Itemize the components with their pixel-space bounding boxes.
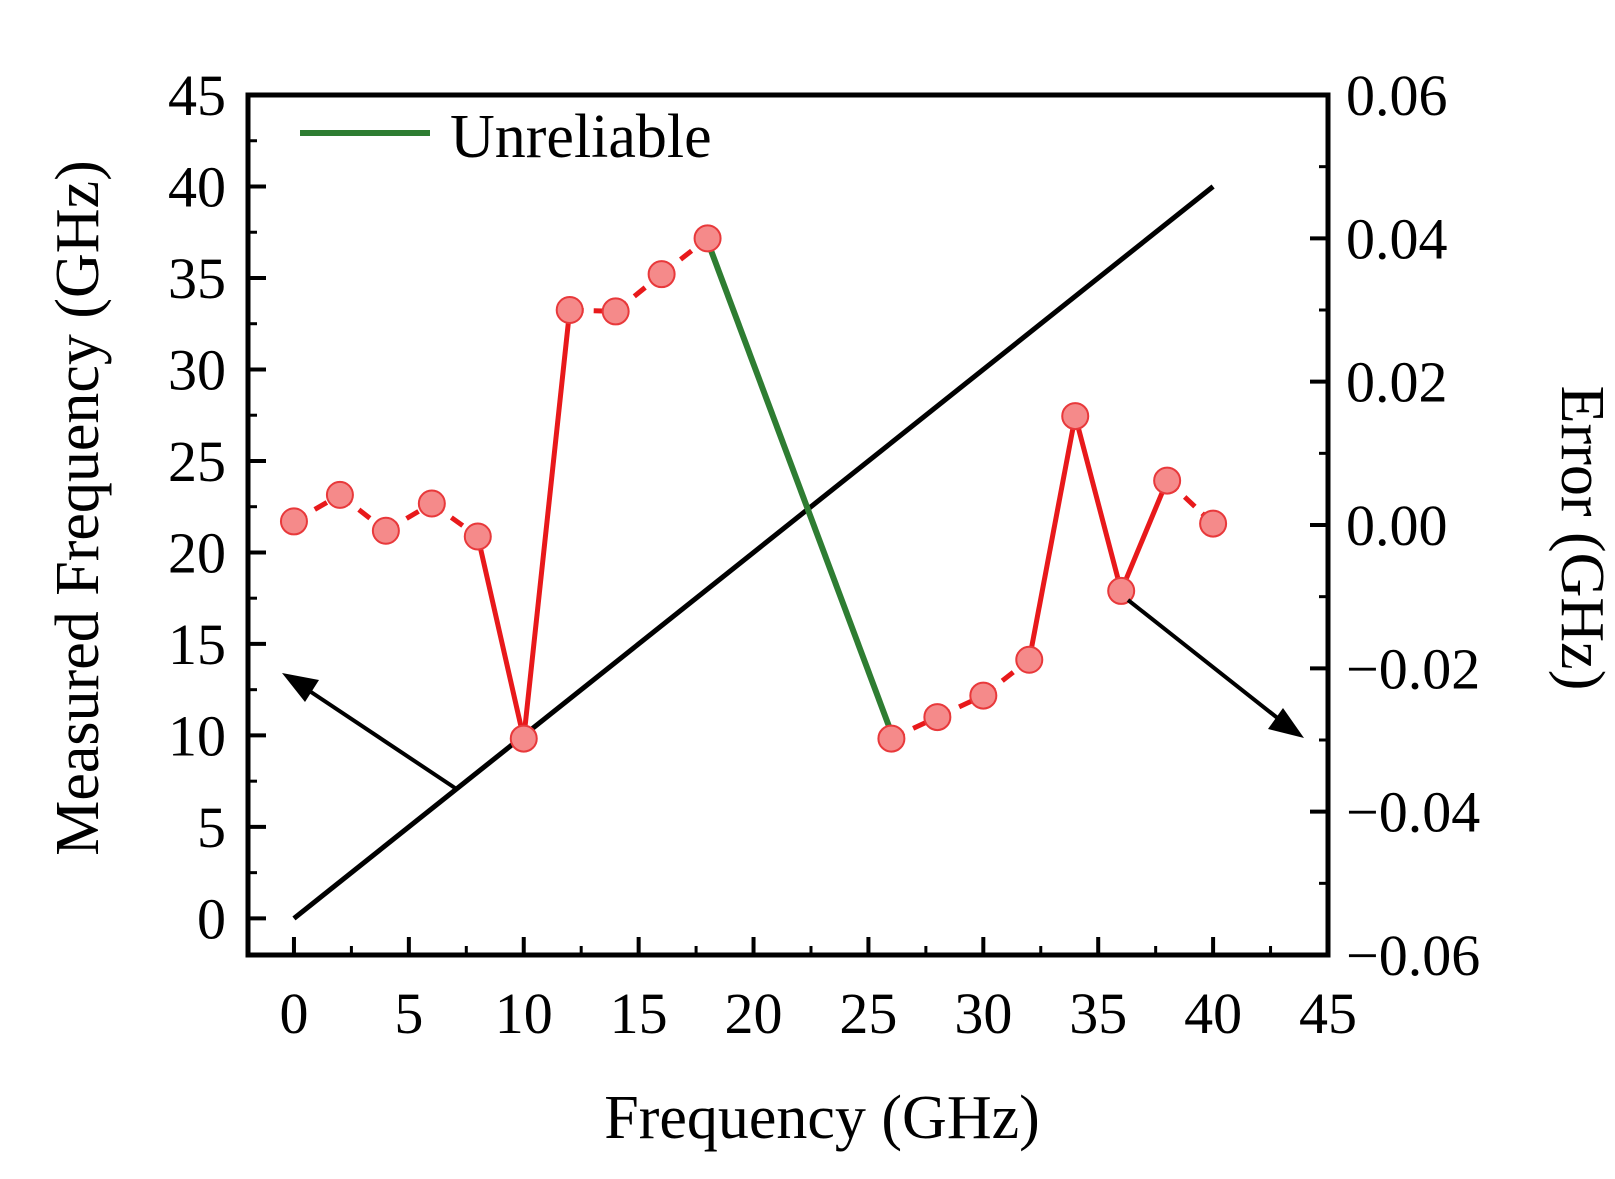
x-tick-label: 40 — [1184, 981, 1242, 1046]
error-point — [969, 681, 998, 710]
x-axis-title: Frequency (GHz) — [604, 1084, 1040, 1152]
error-point — [1199, 509, 1228, 538]
y-right-tick-label: 0.06 — [1346, 63, 1448, 128]
x-tick-label: 30 — [954, 981, 1012, 1046]
y-right-tick-label: 0.02 — [1346, 350, 1448, 415]
y-left-tick-label: 5 — [197, 795, 226, 860]
error-point — [279, 507, 308, 536]
legend: Unreliable — [300, 103, 712, 171]
tick-labels: 0 5 10 15 20 25 30 35 40 45051015202530354045−0.0… — [168, 63, 1480, 1046]
y-left-tick-label: 15 — [168, 612, 226, 677]
y-left-tick-label: 45 — [168, 63, 226, 128]
plot-frame — [245, 92, 1331, 958]
y-left-tick-label: 35 — [168, 246, 226, 311]
error-point — [371, 516, 400, 545]
y-right-tick-label: −0.04 — [1346, 780, 1480, 845]
x-tick-label: 25 — [839, 981, 897, 1046]
right-y-axis-title: Error (GHz) — [1548, 386, 1615, 691]
x-tick-label: 5 — [394, 981, 423, 1046]
error-segment — [475, 535, 527, 740]
arrow-head-right — [1268, 708, 1304, 738]
y-left-tick-label: 10 — [168, 703, 226, 768]
x-tick-label: 45 — [1299, 981, 1357, 1046]
error-point — [601, 297, 630, 326]
marker-group — [279, 224, 1228, 753]
error-point — [1153, 466, 1182, 495]
y-left-tick-label: 0 — [197, 886, 226, 951]
error-segment — [521, 309, 573, 739]
error-point — [1061, 402, 1090, 431]
error-point — [325, 480, 354, 509]
x-tick-label: 20 — [725, 981, 783, 1046]
left-y-axis-title: Measured Frequency (GHz) — [44, 160, 112, 856]
error-point — [923, 703, 952, 732]
arrow-to-right-axis — [1126, 598, 1282, 722]
error-point — [555, 296, 584, 324]
arrow-head-left — [282, 673, 319, 702]
y-left-tick-label: 30 — [168, 337, 226, 402]
x-tick-label: 35 — [1069, 981, 1127, 1046]
y-right-tick-label: 0.04 — [1346, 206, 1448, 271]
y-left-tick-label: 25 — [168, 429, 226, 494]
y-left-tick-label: 20 — [168, 520, 226, 585]
x-tick-label: 10 — [495, 981, 553, 1046]
error-point — [463, 522, 492, 551]
error-point — [877, 724, 906, 753]
axis-arrows — [282, 598, 1304, 790]
error-segment — [1072, 415, 1124, 592]
error-point — [417, 489, 446, 518]
arrow-to-left-axis — [303, 686, 457, 790]
measured-frequency-line — [292, 184, 1215, 921]
y-right-tick-label: −0.02 — [1346, 636, 1480, 701]
error-segment — [1026, 415, 1078, 661]
error-point — [1107, 576, 1136, 605]
error-point — [1015, 645, 1044, 674]
error-segment — [1118, 479, 1170, 592]
error-point — [647, 260, 676, 289]
unreliable-line — [704, 240, 895, 734]
error-point — [509, 724, 538, 753]
x-tick-label: 15 — [610, 981, 668, 1046]
y-left-tick-label: 40 — [168, 154, 226, 219]
y-right-tick-label: 0.00 — [1346, 493, 1448, 558]
y-right-tick-label: −0.06 — [1346, 923, 1480, 988]
legend-label-unreliable: Unreliable — [450, 103, 712, 171]
error-point — [693, 224, 722, 253]
x-tick-label: 0 — [279, 981, 308, 1046]
